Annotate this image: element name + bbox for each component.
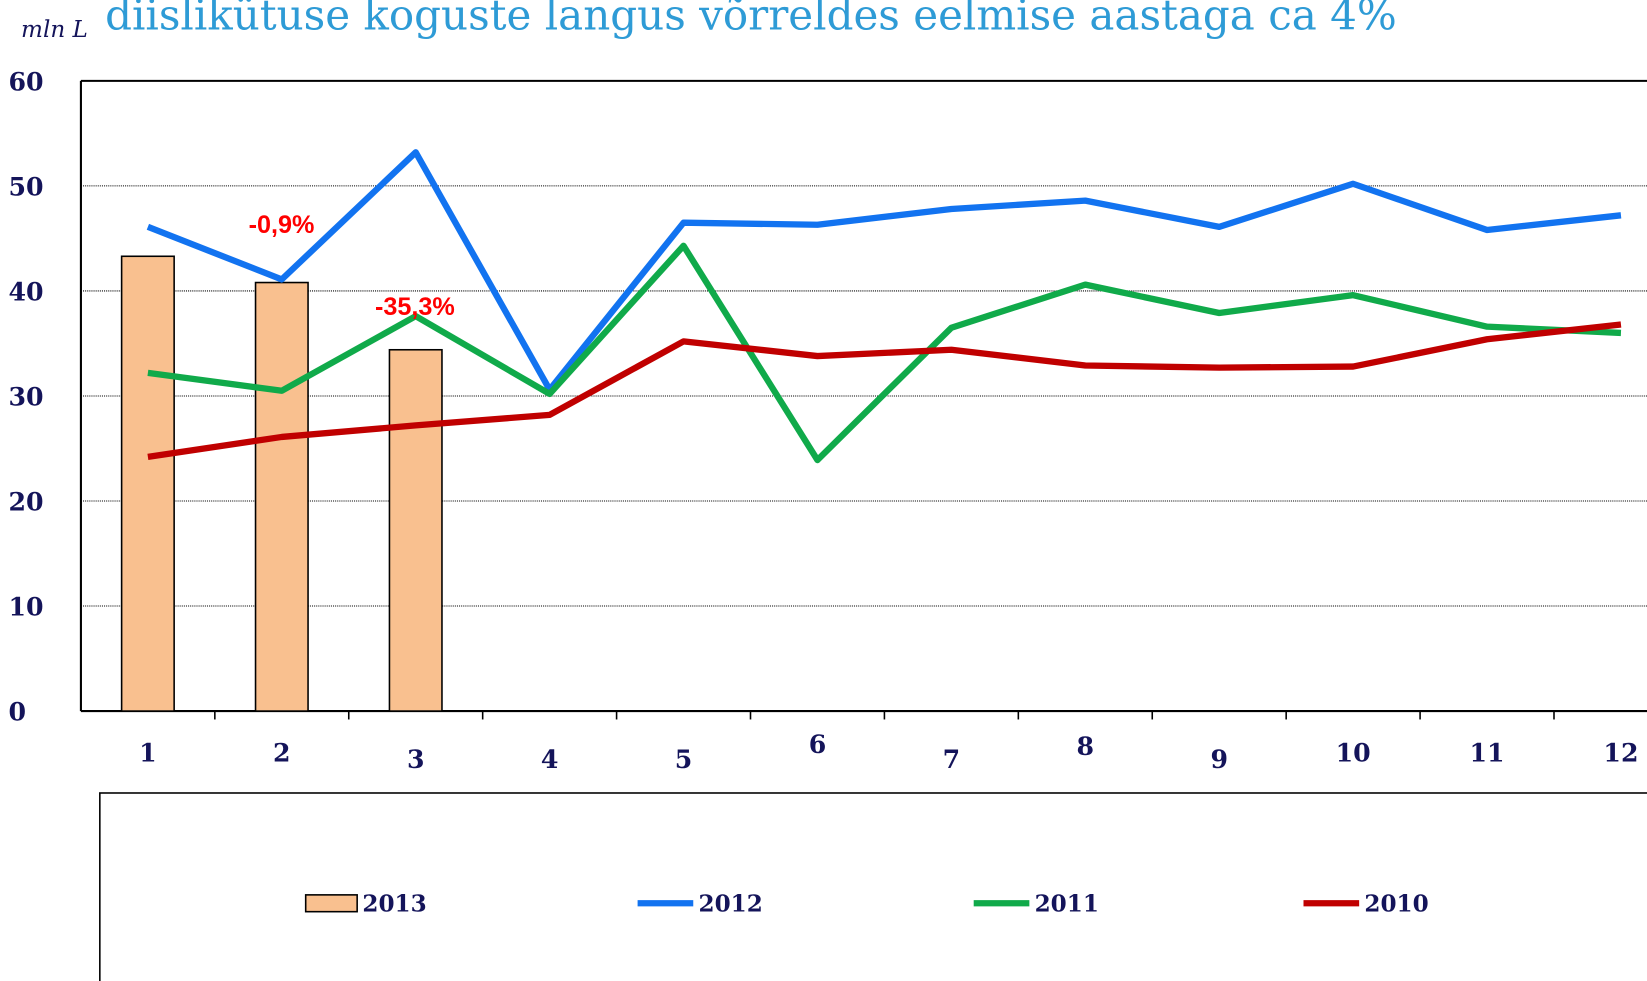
chart-title: diislikütuse koguste langus võrreldes ee… [105, 0, 1397, 39]
y-tick-label: 20 [8, 486, 43, 516]
x-tick-label: 11 [1470, 737, 1505, 767]
line-series [146, 149, 1622, 393]
legend-label: 2010 [1364, 891, 1428, 918]
legend-swatch [304, 894, 358, 913]
y-axis-label: mln L [21, 17, 88, 43]
y-tick-label: 30 [8, 381, 43, 411]
bar [254, 281, 309, 712]
x-tick-label: 5 [675, 744, 693, 774]
bar [120, 255, 175, 712]
x-tick-label: 7 [943, 744, 961, 774]
y-tick-label: 60 [8, 66, 43, 96]
legend-label: 2012 [699, 891, 763, 918]
annotation: -35,3% [375, 293, 455, 321]
y-tick-label: 40 [8, 276, 43, 306]
y-tick-label: 10 [8, 591, 43, 621]
x-tick-label: 9 [1210, 744, 1228, 774]
y-tick-label: 50 [8, 171, 43, 201]
x-tick-label: 6 [809, 729, 827, 759]
x-tick-label: 10 [1336, 737, 1371, 767]
x-tick-label: 2 [273, 737, 291, 767]
legend-label: 2013 [362, 891, 426, 918]
bar [388, 348, 443, 712]
x-tick-label: 1 [139, 737, 157, 767]
line-series [147, 242, 1622, 464]
line-series [147, 321, 1622, 461]
x-tick-label: 4 [541, 744, 559, 774]
x-tick-label: 12 [1603, 737, 1638, 767]
y-tick-label: 0 [8, 697, 26, 727]
x-tick-label: 8 [1077, 731, 1095, 761]
legend-label: 2011 [1035, 891, 1099, 918]
x-tick-label: 3 [407, 744, 425, 774]
annotation: -0,9% [249, 211, 315, 239]
legend-box [99, 792, 1647, 981]
